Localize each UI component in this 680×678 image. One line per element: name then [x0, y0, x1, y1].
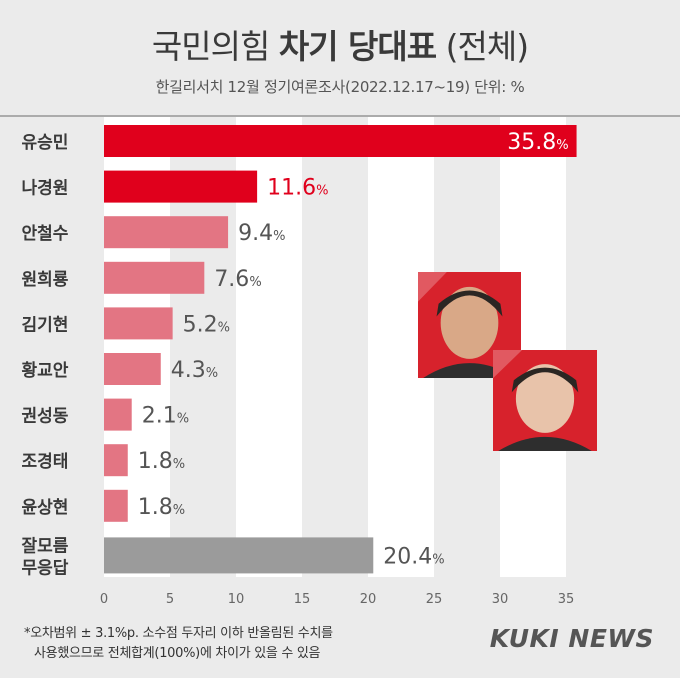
bar-4	[104, 307, 173, 340]
category-label-4: 김기현	[22, 315, 69, 335]
portrait-yoo-shoulders	[423, 363, 516, 378]
bar-3	[104, 261, 205, 294]
x-tick-label-7: 35	[558, 592, 575, 607]
portrait-na-face	[515, 364, 575, 433]
bar-6	[104, 398, 132, 431]
category-label-9-line-1: 무응답	[22, 558, 69, 578]
value-label-1: 11.6%	[267, 176, 328, 201]
value-label-9: 20.4%	[383, 544, 444, 569]
category-label-5: 황교안	[22, 361, 69, 381]
x-tick-label-5: 25	[426, 592, 443, 607]
bar-8	[104, 489, 128, 522]
x-tick-label-0: 0	[100, 592, 108, 607]
value-label-5: 4.3%	[171, 358, 218, 383]
category-label-6: 권성동	[22, 407, 69, 427]
bar-5	[104, 353, 161, 385]
x-tick-label-4: 20	[360, 592, 377, 607]
kuki-news-logo: KUKI NEWS	[489, 624, 654, 653]
value-label-4: 5.2%	[183, 312, 230, 337]
bar-2	[104, 216, 229, 249]
category-label-3: 원희룡	[22, 270, 69, 290]
value-label-8: 1.8%	[138, 495, 185, 520]
top-divider	[0, 115, 680, 117]
footnote-line-1: *오차범위 ± 3.1%p. 소수점 두자리 이하 반올림된 수치를	[24, 626, 333, 641]
value-label-7: 1.8%	[138, 449, 185, 474]
footnote: *오차범위 ± 3.1%p. 소수점 두자리 이하 반올림된 수치를 사용했으므…	[24, 624, 333, 664]
category-label-1: 나경원	[22, 179, 69, 199]
bar-9	[104, 537, 374, 574]
value-label-3: 7.6%	[214, 267, 261, 292]
category-label-0: 유승민	[22, 133, 69, 153]
x-tick-label-6: 30	[492, 592, 509, 607]
bar-0	[104, 125, 577, 157]
bar-1	[104, 170, 258, 203]
value-label-6: 2.1%	[142, 404, 189, 429]
title-party: 국민의힘	[151, 27, 270, 66]
category-label-8: 윤상현	[22, 498, 69, 518]
portrait-na-shoulders	[498, 436, 592, 451]
bar-7	[104, 444, 128, 477]
x-tick-label-3: 15	[294, 592, 311, 607]
x-tick-label-1: 5	[166, 592, 174, 607]
portrait-yoo-face	[440, 286, 499, 359]
x-tick-label-2: 10	[228, 592, 245, 607]
bar-chart: 0 5 10 15 20 25 30 35 유승민 35.8% 나경원 11.6% 안철수 9.4% 원희룡…	[22, 117, 597, 607]
category-label-2: 안철수	[22, 224, 69, 244]
portrait-yoo-hair	[436, 290, 503, 317]
footnote-line-2: 사용했으므로 전체합계(100%)에 차이가 있을 수 있음	[34, 646, 321, 661]
value-label-2: 9.4%	[238, 221, 285, 246]
chart-subtitle: 한길리서치 12월 정기여론조사(2022.12.17~19) 단위: %	[155, 78, 525, 96]
title-suffix: (전체)	[445, 27, 529, 66]
category-label-9-line-0: 잘모름	[22, 535, 69, 556]
chart-title: 국민의힘 차기 당대표 (전체)	[0, 20, 680, 68]
portrait-na-hair	[511, 367, 579, 393]
category-label-7: 조경태	[22, 452, 69, 472]
value-label-0: 35.8%	[507, 130, 568, 155]
title-main: 차기 당대표	[278, 27, 437, 66]
